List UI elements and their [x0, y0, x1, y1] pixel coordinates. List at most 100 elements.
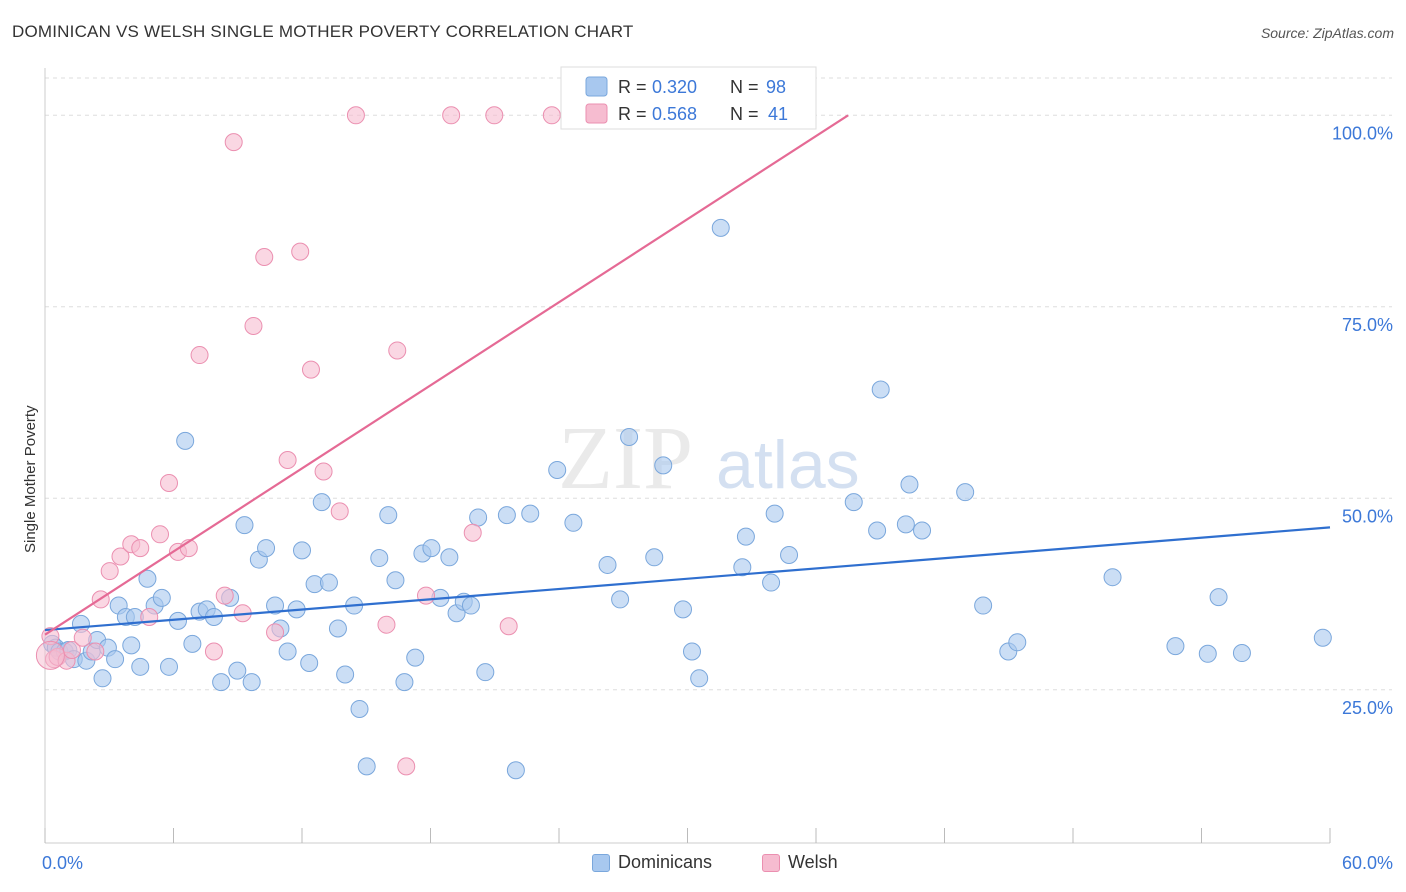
point-dominicans [711, 218, 730, 237]
point-welsh [73, 628, 92, 647]
point-dominicans [212, 673, 231, 692]
point-dominicans [152, 588, 171, 607]
point-welsh [215, 586, 234, 605]
legend-r-value-1: 0.320 [652, 77, 697, 97]
point-dominicans [564, 513, 583, 532]
point-welsh [485, 106, 504, 125]
point-dominicans [780, 545, 799, 564]
point-welsh [388, 341, 407, 360]
source-label: Source: ZipAtlas.com [1260, 25, 1394, 41]
point-dominicans [611, 590, 630, 609]
point-welsh [111, 547, 130, 566]
point-welsh [35, 640, 65, 670]
point-dominicans [257, 539, 276, 558]
point-dominicans [690, 669, 709, 688]
point-dominicans [440, 548, 459, 567]
trend-lines [44, 114, 1331, 636]
point-dominicans [913, 521, 932, 540]
point-dominicans [476, 663, 495, 682]
legend-n-value-1: 98 [766, 77, 786, 97]
point-dominicans [293, 541, 311, 560]
point-dominicans [183, 634, 202, 653]
point-dominicans [682, 642, 701, 661]
point-dominicans [328, 619, 347, 638]
point-dominicans [160, 657, 179, 676]
legend-swatch-dominicans [585, 76, 608, 97]
point-dominicans [762, 573, 781, 592]
point-welsh [442, 106, 461, 125]
point-welsh [151, 525, 170, 544]
point-dominicans [900, 475, 919, 494]
point-dominicans [242, 673, 261, 692]
point-welsh [463, 523, 482, 542]
legend-box-welsh [762, 853, 780, 872]
point-dominicans [1313, 628, 1332, 647]
x-tick-label-min: 0.0% [42, 853, 83, 873]
legend-top: R = 0.320 N = 98 R = 0.568 N = 41 [560, 66, 817, 130]
point-dominicans [1209, 588, 1228, 607]
y-tick-label: 75.0% [1342, 315, 1393, 335]
point-dominicans [620, 428, 639, 447]
legend-item-welsh: Welsh [762, 852, 838, 873]
point-dominicans [974, 596, 993, 615]
point-welsh [266, 623, 285, 642]
y-tick-label: 100.0% [1332, 123, 1393, 143]
point-dominicans [319, 573, 338, 592]
x-tick-labels: 0.0% 60.0% [42, 853, 1393, 873]
point-dominicans [645, 548, 664, 567]
point-welsh [131, 539, 150, 558]
y-axis-label: Single Mother Poverty [22, 405, 39, 553]
legend-item-dominicans: Dominicans [592, 852, 712, 873]
point-welsh [86, 642, 105, 661]
point-dominicans [406, 648, 425, 667]
point-dominicans [228, 661, 247, 680]
point-dominicans [357, 757, 376, 776]
point-dominicans [93, 669, 112, 688]
point-dominicans [386, 571, 405, 590]
point-dominicans [336, 665, 355, 684]
point-dominicans [844, 493, 863, 512]
gridlines [45, 77, 1392, 691]
point-dominicans [266, 596, 285, 615]
point-welsh [542, 106, 561, 125]
y-tick-labels: 25.0% 50.0% 75.0% 100.0% [1332, 123, 1393, 717]
legend-box-dominicans [592, 853, 610, 872]
point-dominicans [461, 596, 480, 615]
point-dominicans [598, 555, 617, 574]
legend-bottom: Dominicans Welsh [0, 852, 1406, 878]
point-welsh [330, 502, 349, 521]
point-dominicans [278, 642, 297, 661]
point-welsh [499, 617, 518, 636]
point-dominicans [654, 456, 673, 475]
point-welsh [190, 346, 209, 365]
chart-title: DOMINICAN VS WELSH SINGLE MOTHER POVERTY… [12, 22, 634, 41]
point-dominicans [736, 527, 755, 546]
trend-line-welsh [44, 114, 849, 636]
legend-swatch-welsh [585, 103, 608, 124]
legend-r-label-2: R = [618, 104, 647, 124]
legend-label-dominicans: Dominicans [618, 852, 713, 872]
point-welsh [160, 473, 179, 492]
axes [44, 68, 1331, 844]
point-dominicans [350, 699, 369, 718]
point-dominicans [122, 636, 141, 655]
point-welsh [377, 615, 396, 634]
point-dominicans [1232, 644, 1251, 663]
point-welsh [204, 642, 223, 661]
point-dominicans [131, 657, 150, 676]
watermark-zip: ZIP [558, 409, 693, 508]
point-dominicans [379, 506, 398, 525]
point-dominicans [521, 504, 540, 523]
point-dominicans [138, 569, 157, 588]
point-welsh [255, 248, 274, 267]
point-welsh [417, 586, 436, 605]
point-dominicans [106, 650, 125, 669]
legend-n-label-2: N = [730, 104, 759, 124]
point-dominicans [395, 673, 414, 692]
point-dominicans [422, 539, 441, 558]
point-welsh [346, 106, 365, 125]
point-welsh [397, 757, 416, 776]
point-dominicans [176, 431, 195, 450]
point-dominicans [733, 558, 752, 577]
